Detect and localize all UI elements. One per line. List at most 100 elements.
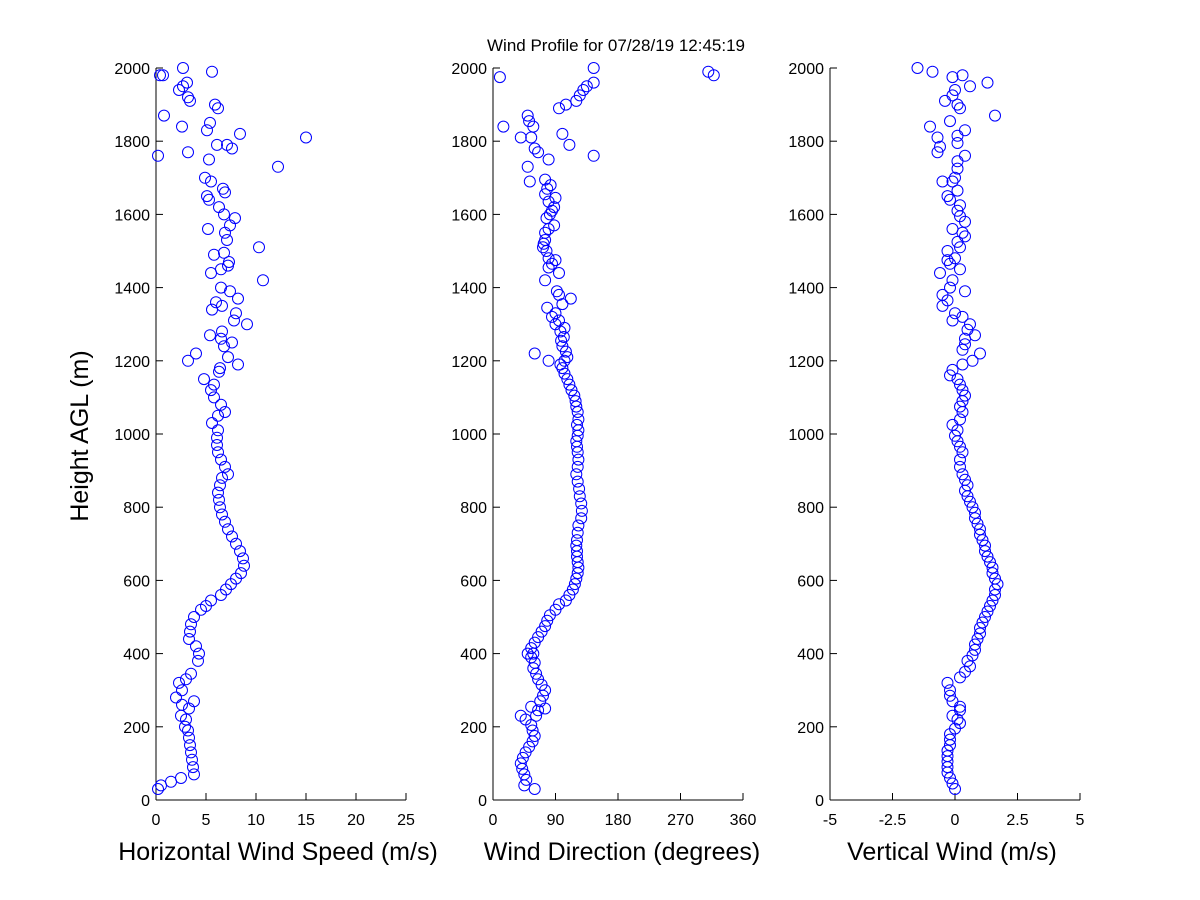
data-point [944, 115, 956, 128]
data-point [956, 468, 969, 481]
data-point [571, 526, 584, 539]
data-point [956, 226, 969, 239]
data-point [177, 62, 189, 74]
data-point [185, 746, 197, 759]
data-point [563, 138, 576, 151]
data-point [951, 373, 964, 386]
x-tick-label: 0 [489, 812, 498, 829]
data-point [587, 62, 600, 74]
data-point [934, 267, 946, 279]
y-tick-label: 1600 [451, 207, 487, 224]
data-point [976, 616, 989, 629]
data-point [218, 208, 230, 221]
x-tick-label: 180 [605, 812, 632, 829]
data-point [946, 71, 959, 84]
data-point [561, 373, 574, 386]
data-point [215, 398, 227, 411]
data-point [956, 446, 969, 459]
data-point [964, 318, 976, 331]
data-point [587, 149, 600, 162]
data-point [539, 226, 552, 239]
data-point [208, 248, 220, 261]
data-point [549, 191, 562, 204]
data-point [219, 460, 231, 473]
data-point [229, 212, 241, 225]
data-point [222, 468, 234, 481]
data-point [954, 440, 966, 453]
data-point [216, 325, 228, 338]
x-tick-label: 2.5 [1006, 812, 1028, 829]
data-point [198, 373, 210, 386]
data-point [539, 234, 552, 246]
data-point [204, 116, 216, 129]
data-point [542, 354, 555, 367]
data-point [157, 69, 169, 82]
data-point [257, 274, 269, 287]
data-point [959, 473, 971, 486]
data-point [931, 146, 944, 159]
data-point [158, 109, 170, 122]
data-point [201, 190, 213, 203]
x-tick-label: 15 [297, 812, 315, 829]
data-point [944, 369, 956, 382]
data-point [986, 594, 999, 607]
data-point [941, 676, 954, 689]
data-point [237, 552, 249, 565]
data-point [224, 219, 236, 232]
data-point [528, 783, 541, 795]
data-point [981, 550, 994, 563]
y-tick-label: 1400 [114, 281, 150, 298]
data-point [931, 131, 944, 144]
data-point [188, 695, 200, 708]
y-tick-label: 2000 [451, 61, 487, 78]
data-point [541, 614, 554, 627]
data-point [961, 479, 974, 492]
data-point [580, 80, 593, 93]
y-tick-label: 1800 [114, 134, 150, 151]
data-point [564, 292, 577, 305]
data-point [213, 201, 225, 214]
data-point [230, 537, 242, 550]
data-point [559, 98, 572, 111]
data-point [949, 171, 961, 184]
data-point [984, 556, 996, 569]
data-point [219, 226, 231, 239]
data-point [190, 640, 202, 653]
data-point [152, 149, 164, 162]
data-point [951, 204, 964, 217]
data-point [546, 204, 558, 217]
data-point [944, 193, 956, 206]
data-point [941, 245, 954, 257]
data-point [954, 263, 966, 276]
data-point [186, 753, 198, 766]
data-point [570, 468, 583, 481]
data-point [553, 288, 565, 301]
data-point [528, 142, 541, 155]
data-point [951, 155, 964, 168]
data-point [226, 530, 238, 543]
data-point [707, 69, 720, 82]
data-point [954, 717, 966, 730]
x-tick-label: 0 [951, 812, 960, 829]
data-point [553, 102, 565, 115]
y-tick-label: 1000 [788, 427, 824, 444]
y-tick-label: 600 [797, 573, 824, 590]
data-point [182, 146, 194, 159]
data-point [974, 622, 986, 634]
data-point [549, 254, 562, 267]
data-point [214, 362, 226, 375]
data-point [539, 188, 552, 201]
data-point [518, 768, 531, 781]
data-point [228, 314, 240, 327]
data-point [542, 153, 555, 166]
data-point [205, 267, 217, 279]
data-point [182, 91, 194, 104]
height-axis-label: Height AGL (m) [66, 350, 94, 521]
x-tick-label: 5 [1076, 812, 1085, 829]
data-point [152, 783, 164, 795]
y-tick-label: 2000 [788, 61, 824, 78]
x-axis-label: Wind Direction (degrees) [484, 838, 761, 866]
y-tick-label: 1200 [451, 354, 487, 371]
data-point [956, 384, 969, 397]
data-point [946, 695, 959, 708]
